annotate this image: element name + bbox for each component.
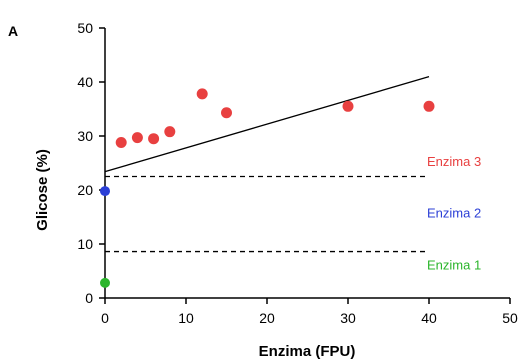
x-tick-label: 30 — [340, 310, 356, 326]
x-tick-label: 0 — [101, 310, 109, 326]
reference-point — [100, 277, 110, 288]
y-tick-label: 50 — [77, 20, 93, 36]
data-point — [131, 132, 143, 144]
data-point — [342, 100, 354, 112]
x-tick-label: 40 — [421, 310, 437, 326]
y-axis-title: Glicose (%) — [34, 149, 51, 231]
plot-area: 0 10 20 30 40 50 0 10 20 30 40 50 Enzima 3 Enzima 2 En… — [77, 20, 518, 326]
y-tick-label: 10 — [77, 236, 93, 252]
data-point — [423, 100, 435, 112]
panel-label: A — [8, 23, 18, 39]
x-axis-title: Enzima (FPU) — [259, 343, 356, 360]
x-tick-label: 10 — [178, 310, 194, 326]
y-tick-label: 0 — [85, 290, 93, 306]
annotation-label: Enzima 2 — [427, 206, 481, 221]
y-tick-label: 30 — [77, 128, 93, 144]
y-tick-label: 20 — [77, 182, 93, 198]
trend-line — [104, 75, 430, 173]
data-point — [221, 107, 232, 119]
data-point — [164, 126, 176, 138]
annotation-label: Enzima 1 — [427, 258, 481, 273]
data-point — [115, 136, 127, 148]
data-point — [148, 133, 160, 145]
data-point — [196, 88, 208, 100]
x-tick-label: 20 — [259, 310, 275, 326]
x-tick-label: 50 — [502, 310, 518, 326]
reference-point — [100, 186, 110, 197]
annotation-label: Enzima 3 — [427, 154, 481, 169]
y-tick-label: 40 — [77, 74, 93, 90]
